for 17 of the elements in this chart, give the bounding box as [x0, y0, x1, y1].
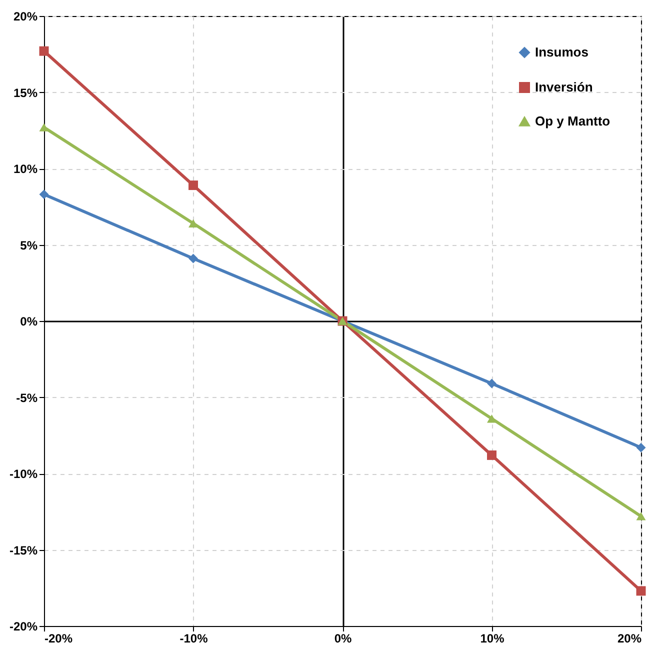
x-tick-label: 20% — [617, 632, 642, 646]
x-tick-label: -10% — [180, 632, 208, 646]
x-tick-label: 0% — [334, 632, 352, 646]
legend-label: Op y Mantto — [535, 114, 610, 128]
y-tick-label: 10% — [13, 162, 38, 176]
x-tick-label: 10% — [480, 632, 505, 646]
y-tick-label: -10% — [9, 467, 38, 481]
y-tick-label: 15% — [13, 86, 38, 100]
y-tick-label: 5% — [20, 238, 38, 252]
y-tick-label: 20% — [13, 10, 38, 24]
y-tick-label: 0% — [20, 314, 38, 328]
y-tick-label: -5% — [16, 390, 38, 405]
legend-label: Inversión — [535, 80, 593, 94]
y-tick-label: -15% — [9, 543, 38, 558]
x-tick-label: -20% — [44, 632, 73, 646]
legend-label: Insumos — [535, 44, 588, 60]
y-tick-label: -20% — [9, 620, 38, 634]
